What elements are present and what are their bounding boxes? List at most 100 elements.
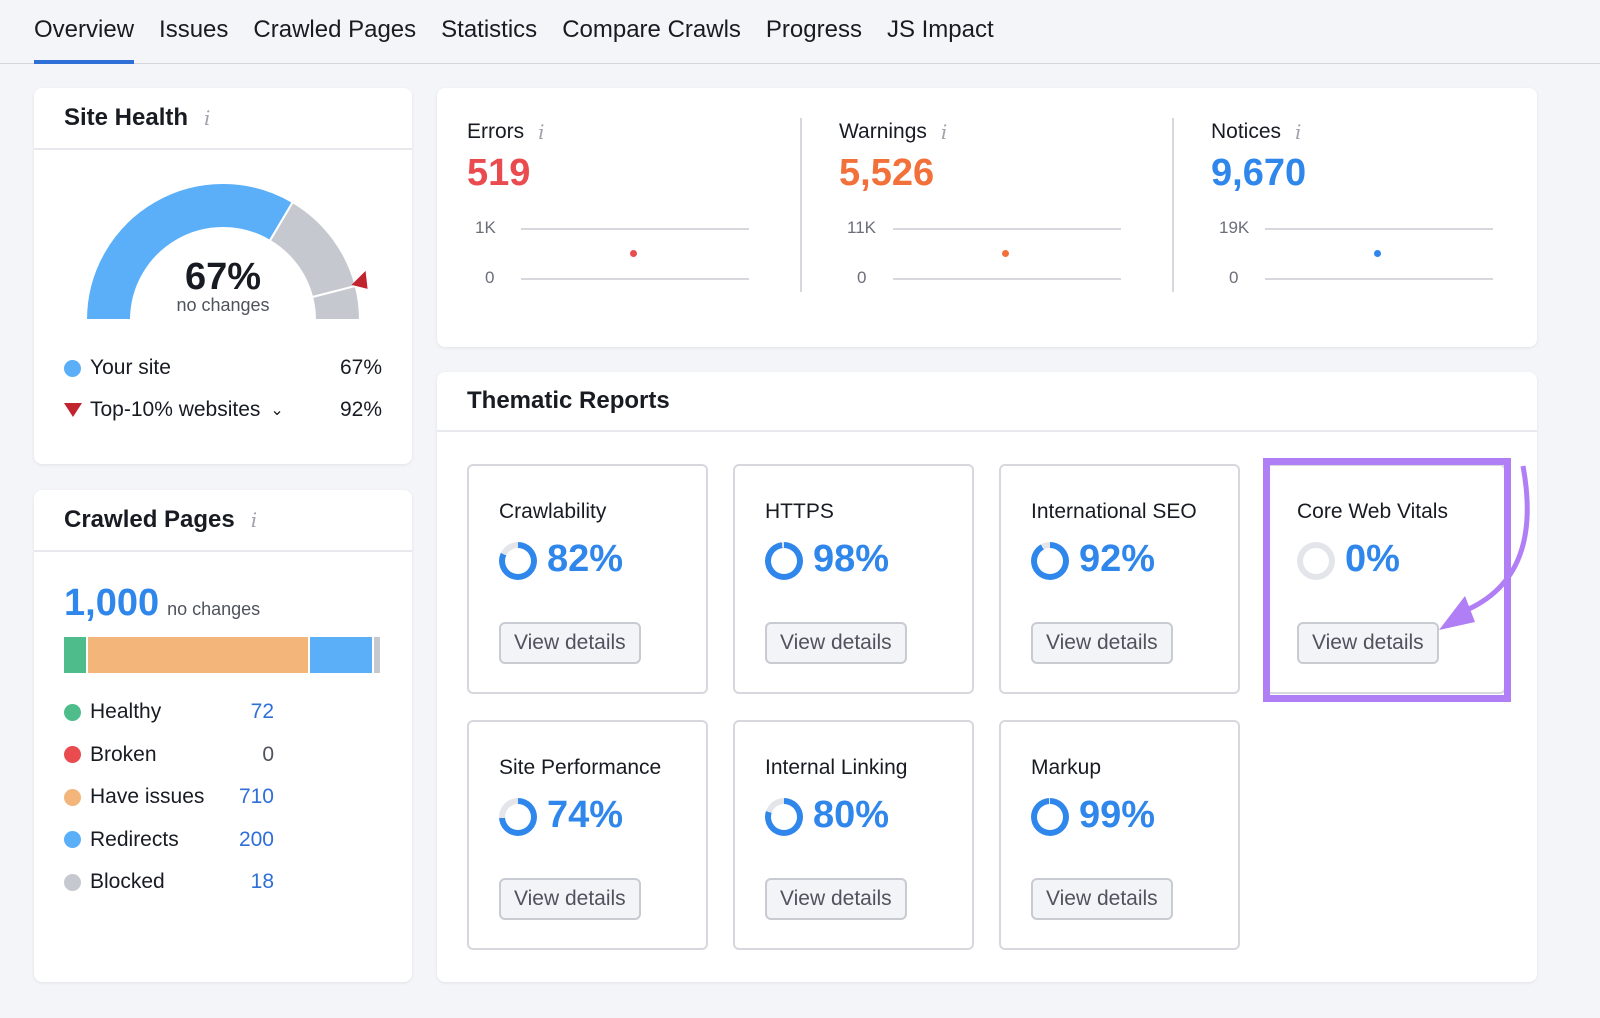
info-icon[interactable]: i <box>204 106 211 130</box>
blue-dot-icon <box>64 359 81 377</box>
top10-marker-icon <box>351 270 368 289</box>
progress-ring-icon <box>1297 542 1335 580</box>
report-tile-international-seo: International SEO 92% View details <box>999 464 1240 694</box>
report-percent: 74% <box>547 794 624 836</box>
site-health-value: 67% <box>184 256 262 298</box>
legend-top10[interactable]: Top-10% websites ⌄ 92% <box>64 398 382 422</box>
legend-healthy: Healthy 72 <box>64 700 274 724</box>
crawled-total[interactable]: 1,000 <box>64 582 160 624</box>
report-name: Core Web Vitals <box>1297 500 1448 523</box>
tab-compare-crawls[interactable]: Compare Crawls <box>562 16 741 43</box>
bar-segment-have-issues[interactable] <box>88 637 309 673</box>
gauge-your-site <box>84 182 295 321</box>
metric-value[interactable]: 9,670 <box>1211 152 1307 194</box>
status-dot-icon <box>64 746 81 763</box>
axis-min: 0 <box>485 268 495 287</box>
progress-ring-icon <box>1031 798 1069 836</box>
view-details-button[interactable]: View details <box>499 622 641 664</box>
legend-count[interactable]: 710 <box>238 785 274 808</box>
tab-crawled-pages[interactable]: Crawled Pages <box>253 16 417 43</box>
thematic-title: Thematic Reports <box>467 387 670 414</box>
report-tile-internal-linking: Internal Linking 80% View details <box>733 720 974 950</box>
trend-point[interactable] <box>1002 250 1009 257</box>
metric-label: Warnings <box>839 120 927 143</box>
status-dot-icon <box>64 831 81 848</box>
gridline <box>521 228 749 230</box>
legend-label: Broken <box>90 742 157 766</box>
report-percent: 0% <box>1345 538 1400 580</box>
trend-point[interactable] <box>1374 250 1381 257</box>
tab-progress[interactable]: Progress <box>765 16 862 43</box>
report-name: Markup <box>1031 756 1102 779</box>
crawled-pages-card: Crawled Pages i 1,000 no changes Healthy 7… <box>34 490 412 982</box>
trend-point[interactable] <box>630 250 637 257</box>
bar-segment-healthy[interactable] <box>64 637 87 673</box>
tab-statistics[interactable]: Statistics <box>441 16 538 43</box>
red-triangle-icon <box>64 403 82 417</box>
report-name: Site Performance <box>499 756 662 779</box>
report-percent: 99% <box>1079 794 1156 836</box>
legend-broken: Broken 0 <box>64 743 274 767</box>
axis-max: 19K <box>1219 218 1250 237</box>
axis-min: 0 <box>1229 268 1239 287</box>
legend-label: Your site <box>90 356 171 379</box>
report-name: International SEO <box>1031 500 1197 523</box>
report-name: Internal Linking <box>765 756 908 779</box>
metric-value[interactable]: 519 <box>467 152 531 194</box>
legend-count[interactable]: 18 <box>250 870 274 893</box>
chevron-down-icon[interactable]: ⌄ <box>270 402 284 419</box>
legend-blocked: Blocked 18 <box>64 870 274 894</box>
report-tile-site-performance: Site Performance 74% View details <box>467 720 708 950</box>
metric-value[interactable]: 5,526 <box>839 152 935 194</box>
view-details-button[interactable]: View details <box>1297 622 1439 664</box>
divider <box>1172 118 1174 292</box>
legend-your-site: Your site 67% <box>64 356 382 380</box>
issues-summary-card: Errors i 519 1K 0 Warnings i 5,526 11K 0 N… <box>437 88 1537 347</box>
report-name: Crawlability <box>499 500 607 523</box>
gauge-rest <box>310 284 362 321</box>
report-tile-crawlability: Crawlability 82% View details <box>467 464 708 694</box>
legend-value: 67% <box>339 356 382 379</box>
info-icon[interactable]: i <box>940 120 948 144</box>
axis-max: 11K <box>847 218 876 237</box>
info-icon[interactable]: i <box>250 508 258 532</box>
legend-label: Have issues <box>90 785 205 808</box>
bar-segment-redirects[interactable] <box>310 637 373 673</box>
baseline <box>893 278 1121 280</box>
view-details-button[interactable]: View details <box>765 622 907 664</box>
tab-overview[interactable]: Overview <box>34 0 135 64</box>
info-icon[interactable]: i <box>538 120 545 144</box>
view-details-button[interactable]: View details <box>1031 878 1173 920</box>
thematic-reports-card: Thematic Reports Crawlability 82% View d… <box>437 372 1537 982</box>
status-dot-icon <box>64 873 81 891</box>
report-tile-https: HTTPS 98% View details <box>733 464 974 694</box>
legend-label: Healthy <box>90 700 162 723</box>
view-details-button[interactable]: View details <box>765 878 907 920</box>
info-icon[interactable]: i <box>1295 120 1302 144</box>
progress-ring-icon <box>765 798 803 836</box>
tab-js-impact[interactable]: JS Impact <box>886 16 994 43</box>
progress-ring-icon <box>1031 542 1069 580</box>
site-health-title: Site Health <box>64 104 189 131</box>
report-percent: 80% <box>813 794 890 836</box>
legend-label: Top-10% websites <box>90 398 261 421</box>
legend-have-issues: Have issues 710 <box>64 785 274 809</box>
axis-max: 1K <box>475 218 496 237</box>
legend-count[interactable]: 200 <box>238 827 274 851</box>
status-dot-icon <box>64 788 81 806</box>
legend-count[interactable]: 72 <box>250 700 274 723</box>
metric-label: Errors <box>467 120 525 143</box>
crawled-sub: no changes <box>167 599 261 619</box>
view-details-button[interactable]: View details <box>1031 622 1173 664</box>
report-percent: 98% <box>813 538 890 580</box>
legend-label: Redirects <box>90 827 179 851</box>
progress-ring-icon <box>765 542 803 580</box>
arrow-annotation-icon <box>1439 465 1530 630</box>
tab-issues[interactable]: Issues <box>159 16 229 43</box>
crawled-pages-title: Crawled Pages <box>64 506 235 533</box>
crawled-stacked-bar <box>64 637 380 673</box>
tab-bar: Overview Issues Crawled Pages Statistics Com… <box>0 0 1600 64</box>
bar-segment-blocked[interactable] <box>374 637 380 673</box>
view-details-button[interactable]: View details <box>499 878 641 920</box>
report-tile-markup: Markup 99% View details <box>999 720 1240 950</box>
